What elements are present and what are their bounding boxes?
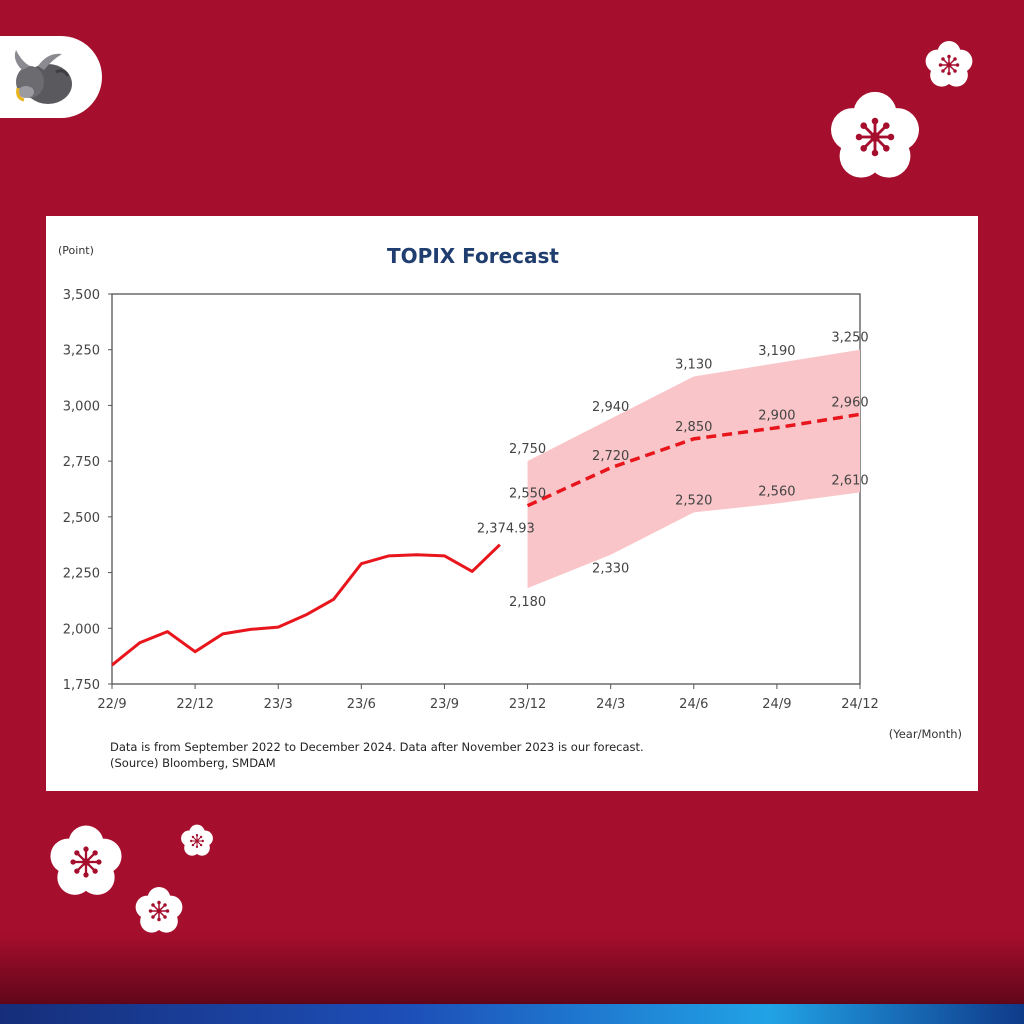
upper-bound-label: 2,750 [509,442,546,457]
lower-bound-label: 2,520 [675,493,712,508]
y-tick-label: 3,000 [63,399,100,414]
x-tick-label: 24/6 [679,697,708,712]
forecast-value-label: 2,960 [831,395,868,410]
bottom-shade [0,934,1024,1004]
last-actual-label: 2,374.93 [477,522,535,537]
chart-card: TOPIX Forecast (Point) (Year/Month) 1,75… [46,216,978,791]
forecast-value-label: 2,850 [675,420,712,435]
x-tick-label: 23/9 [430,697,459,712]
x-tick-label: 22/12 [176,697,213,712]
y-tick-label: 2,250 [63,567,100,582]
lower-bound-label: 2,330 [592,562,629,577]
upper-bound-label: 3,250 [831,331,868,346]
y-tick-label: 2,500 [63,511,100,526]
plum-blossom-icon [925,41,973,87]
upper-bound-label: 2,940 [592,400,629,415]
x-tick-label: 24/3 [596,697,625,712]
y-tick-label: 2,750 [63,455,100,470]
y-tick-label: 1,750 [63,678,100,693]
footnote-data-range: Data is from September 2022 to December … [110,740,644,754]
x-tick-label: 24/12 [841,697,878,712]
lower-bound-label: 2,180 [509,595,546,610]
upper-bound-label: 3,130 [675,357,712,372]
y-tick-label: 3,250 [63,344,100,359]
lower-bound-label: 2,560 [758,484,795,499]
forecast-value-label: 2,900 [758,409,795,424]
plum-blossom-icon [50,825,122,895]
topix-forecast-chart: TOPIX Forecast (Point) (Year/Month) 1,75… [58,244,962,741]
y-tick-label: 3,500 [63,288,100,303]
plum-blossom-icon [181,824,213,856]
x-tick-label: 23/12 [509,697,546,712]
forecast-series-line [526,412,861,508]
x-axis-label: (Year/Month) [889,727,962,741]
forecast-band [527,349,860,589]
bottom-gradient-bar [0,1004,1024,1024]
bull-icon [14,50,72,104]
plum-blossom-icon [135,887,183,933]
upper-bound-label: 3,190 [758,344,795,359]
y-axis-label: (Point) [58,244,94,257]
chart-title: TOPIX Forecast [387,244,559,268]
lower-bound-label: 2,610 [831,473,868,488]
x-tick-label: 24/9 [762,697,791,712]
x-tick-label: 23/6 [347,697,376,712]
logo-tab [0,36,102,118]
x-tick-label: 23/3 [264,697,293,712]
plum-blossom-icon [831,91,919,178]
forecast-value-label: 2,720 [592,449,629,464]
footnote-source: (Source) Bloomberg, SMDAM [110,756,276,770]
forecast-value-label: 2,550 [509,487,546,502]
x-tick-label: 22/9 [97,697,126,712]
actual-series-line [111,543,501,667]
y-tick-label: 2,000 [63,622,100,637]
